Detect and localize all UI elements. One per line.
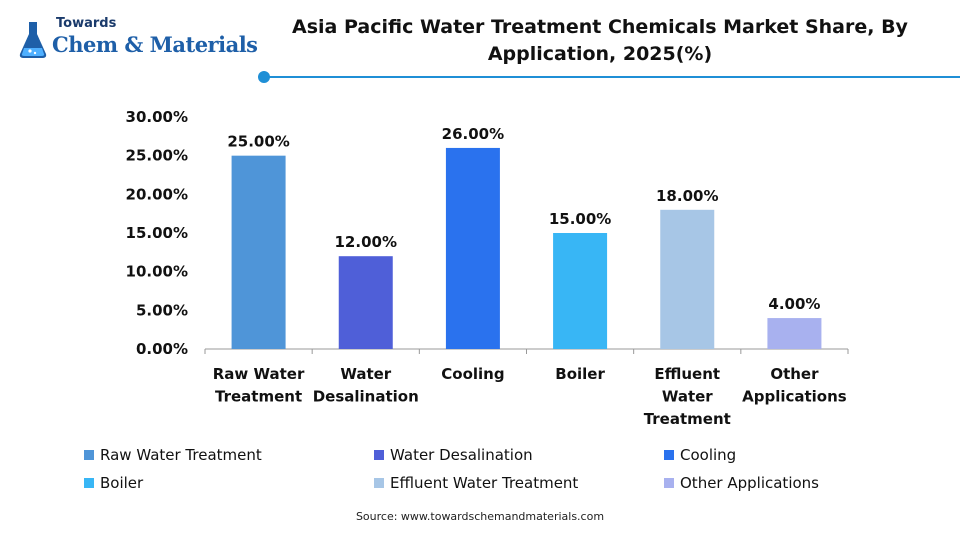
legend-swatch bbox=[84, 450, 94, 460]
brand-line2: Chem & Materials bbox=[52, 32, 258, 57]
y-tick-label: 5.00% bbox=[136, 301, 188, 319]
data-label: 4.00% bbox=[768, 295, 820, 313]
y-tick-label: 20.00% bbox=[126, 185, 188, 203]
x-tick-label: Effluent Water Treatment bbox=[644, 365, 731, 428]
legend-item: Effluent Water Treatment bbox=[374, 474, 578, 492]
legend-label: Raw Water Treatment bbox=[100, 446, 262, 464]
flask-logo-icon bbox=[19, 22, 47, 58]
source-note: Source: www.towardschemandmaterials.com bbox=[355, 510, 605, 523]
data-label: 25.00% bbox=[227, 133, 289, 151]
legend-label: Boiler bbox=[100, 474, 144, 492]
data-label: 12.00% bbox=[335, 233, 397, 251]
data-label: 26.00% bbox=[442, 125, 504, 143]
y-tick-label: 30.00% bbox=[126, 108, 188, 126]
brand-logo: Towards Chem & Materials bbox=[16, 16, 258, 70]
legend-label: Effluent Water Treatment bbox=[390, 474, 579, 492]
bar-chart: 0.00% 5.00% 10.00% 15.00% 20.00% 25.00% 30.00%… bbox=[126, 108, 849, 428]
x-tick-label: Boiler bbox=[555, 365, 605, 383]
y-tick-label: 15.00% bbox=[126, 224, 188, 242]
title-rule bbox=[266, 76, 960, 78]
y-tick-label: 25.00% bbox=[126, 147, 188, 165]
x-tick-label: Water Desalination bbox=[313, 365, 419, 406]
legend-item: Cooling bbox=[664, 446, 736, 464]
legend-swatch bbox=[84, 478, 94, 488]
bar-3 bbox=[445, 147, 500, 349]
legend-item: Other Applications bbox=[664, 474, 819, 492]
legend-item: Water Desalination bbox=[374, 446, 533, 464]
chart-title: Asia Pacific Water Treatment Chemicals M… bbox=[292, 16, 908, 65]
legend-swatch bbox=[664, 478, 674, 488]
legend-label: Cooling bbox=[680, 446, 737, 464]
legend-item: Boiler bbox=[84, 474, 143, 492]
x-tick-label: Cooling bbox=[441, 365, 504, 383]
x-tick-label: Other Applications bbox=[742, 365, 847, 406]
bar-6 bbox=[767, 318, 822, 349]
title-rule-dot bbox=[258, 71, 270, 83]
y-tick-label: 0.00% bbox=[136, 340, 188, 358]
legend-label: Water Desalination bbox=[390, 446, 533, 464]
bar-5 bbox=[660, 209, 715, 349]
y-tick-label: 10.00% bbox=[126, 263, 188, 281]
bar-1 bbox=[231, 155, 286, 349]
data-label: 18.00% bbox=[656, 187, 718, 205]
bar-2 bbox=[338, 256, 393, 349]
legend-label: Other Applications bbox=[680, 474, 819, 492]
x-tick-label: Raw Water Treatment bbox=[213, 365, 305, 406]
legend-swatch bbox=[374, 478, 384, 488]
legend-swatch bbox=[374, 450, 384, 460]
legend-item: Raw Water Treatment bbox=[84, 446, 262, 464]
data-label: 15.00% bbox=[549, 210, 611, 228]
brand-line1: Towards bbox=[56, 16, 117, 31]
legend-swatch bbox=[664, 450, 674, 460]
bar-4 bbox=[553, 233, 608, 349]
